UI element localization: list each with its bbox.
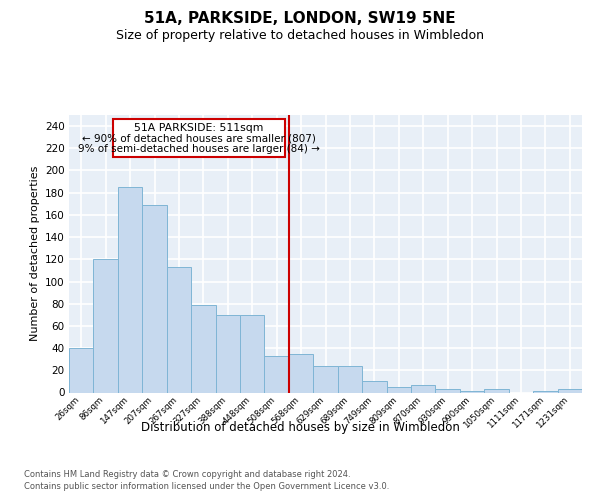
FancyBboxPatch shape [113, 120, 285, 157]
Bar [69, 348, 94, 393]
Bar [338, 366, 362, 392]
Bar [484, 389, 509, 392]
Bar [265, 356, 289, 393]
Bar [191, 305, 215, 392]
Y-axis label: Number of detached properties: Number of detached properties [29, 166, 40, 342]
Bar [289, 354, 313, 393]
Bar [118, 187, 142, 392]
Text: Size of property relative to detached houses in Wimbledon: Size of property relative to detached ho… [116, 29, 484, 42]
Text: Contains public sector information licensed under the Open Government Licence v3: Contains public sector information licen… [24, 482, 389, 491]
Bar [94, 260, 118, 392]
Bar [436, 389, 460, 392]
Bar [386, 387, 411, 392]
Bar [240, 315, 265, 392]
Text: Contains HM Land Registry data © Crown copyright and database right 2024.: Contains HM Land Registry data © Crown c… [24, 470, 350, 479]
Bar [362, 382, 386, 392]
Text: 9% of semi-detached houses are larger (84) →: 9% of semi-detached houses are larger (8… [78, 144, 320, 154]
Bar [411, 384, 436, 392]
Bar [215, 315, 240, 392]
Text: ← 90% of detached houses are smaller (807): ← 90% of detached houses are smaller (80… [82, 134, 316, 143]
Bar [167, 267, 191, 392]
Bar [142, 205, 167, 392]
Bar [557, 389, 582, 392]
Text: 51A, PARKSIDE, LONDON, SW19 5NE: 51A, PARKSIDE, LONDON, SW19 5NE [144, 11, 456, 26]
Text: Distribution of detached houses by size in Wimbledon: Distribution of detached houses by size … [140, 421, 460, 434]
Bar [313, 366, 338, 392]
Text: 51A PARKSIDE: 511sqm: 51A PARKSIDE: 511sqm [134, 122, 264, 132]
